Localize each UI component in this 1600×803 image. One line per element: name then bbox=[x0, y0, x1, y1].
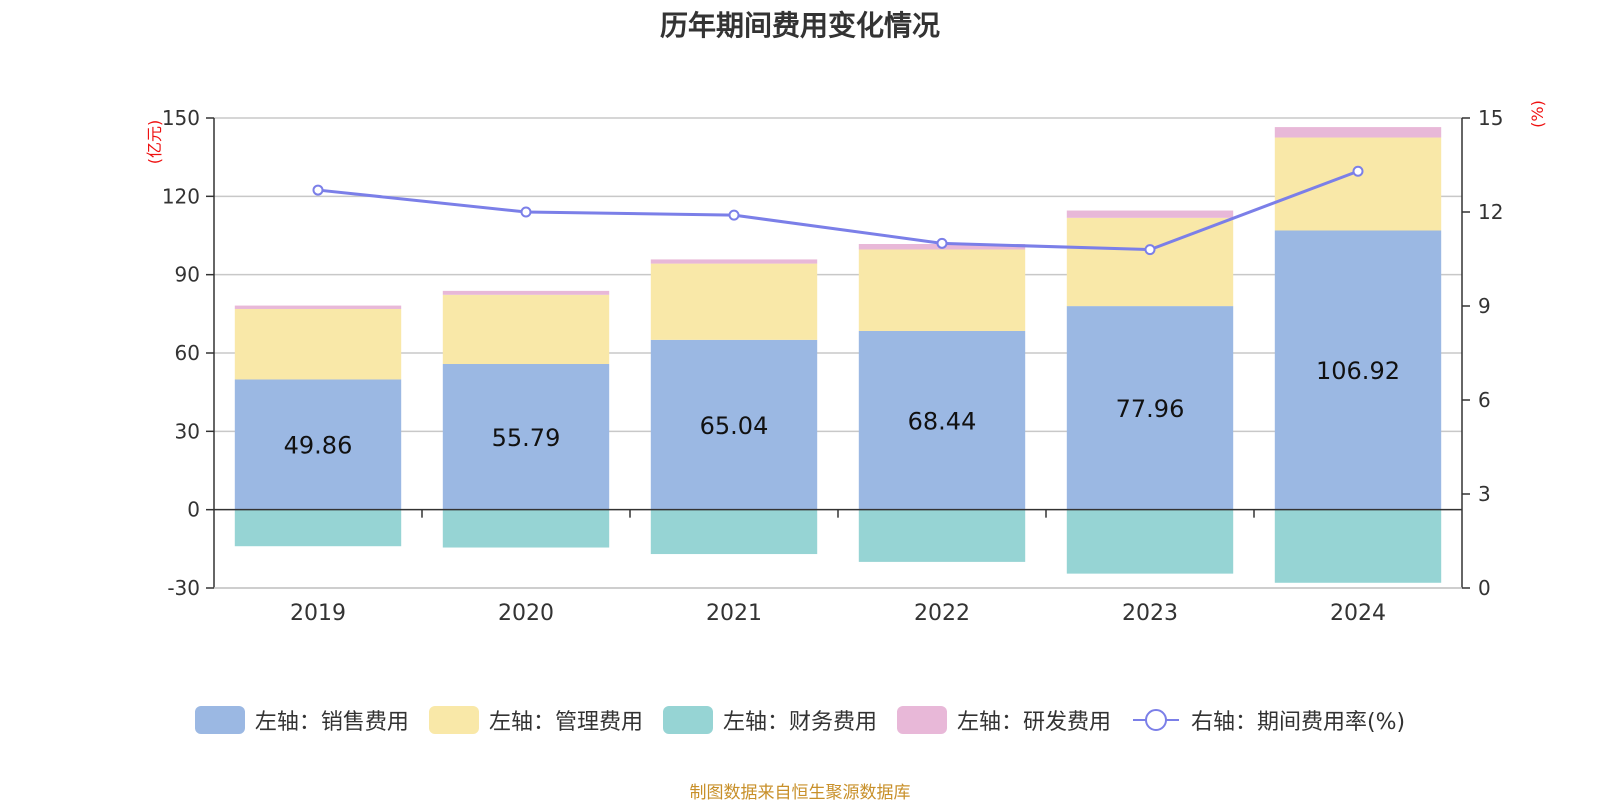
bar-finance bbox=[650, 509, 818, 555]
legend-item-rate[interactable]: 右轴：期间费用率(%) bbox=[1131, 704, 1405, 736]
bar-value-label: 68.44 bbox=[908, 407, 977, 435]
left-axis-tick-label: 60 bbox=[175, 341, 200, 365]
bar-value-label: 49.86 bbox=[284, 432, 353, 460]
left-axis-tick-label: 90 bbox=[175, 263, 200, 287]
rate-point bbox=[728, 209, 740, 221]
bar-rnd bbox=[234, 305, 402, 309]
bar-sales bbox=[1274, 230, 1442, 510]
bar-value-label: 106.92 bbox=[1316, 357, 1400, 385]
bar-rnd bbox=[1066, 210, 1234, 218]
bar-sales bbox=[1066, 306, 1234, 510]
left-axis-tick-label: 30 bbox=[175, 419, 200, 443]
bar-rnd bbox=[650, 259, 818, 264]
legend-item-finance[interactable]: 左轴：财务费用 bbox=[662, 704, 877, 736]
bar-rnd bbox=[442, 290, 610, 295]
legend-label-admin: 左轴：管理费用 bbox=[488, 710, 643, 735]
bar-finance bbox=[1274, 509, 1442, 583]
bar-value-label: 77.96 bbox=[1116, 395, 1185, 423]
legend-swatch-rnd bbox=[896, 706, 947, 734]
rate-point bbox=[520, 206, 532, 218]
bar-admin bbox=[442, 294, 610, 364]
legend-line-marker-icon bbox=[1132, 709, 1179, 731]
bar-sales bbox=[858, 330, 1026, 510]
rate-point bbox=[1352, 165, 1364, 177]
bar-value-label: 55.79 bbox=[492, 424, 561, 452]
x-axis-tick-label: 2019 bbox=[290, 601, 346, 626]
bar-admin bbox=[650, 263, 818, 340]
x-axis-tick-label: 2024 bbox=[1330, 601, 1386, 626]
legend-item-rnd[interactable]: 左轴：研发费用 bbox=[896, 704, 1111, 736]
rate-line bbox=[317, 169, 1359, 252]
right-axis-tick-label: 12 bbox=[1478, 200, 1503, 224]
right-axis-tick-label: 9 bbox=[1478, 294, 1491, 318]
left-axis-tick-label: 150 bbox=[162, 106, 200, 130]
bar-finance bbox=[1066, 509, 1234, 574]
chart-title: 历年期间费用变化情况 bbox=[659, 9, 940, 42]
bar-sales bbox=[650, 339, 818, 510]
bar-admin bbox=[1274, 137, 1442, 231]
bar-sales bbox=[234, 379, 402, 510]
bar-sales bbox=[442, 363, 610, 510]
legend-label-sales: 左轴：销售费用 bbox=[254, 710, 409, 735]
data-source-note: 制图数据来自恒生聚源数据库 bbox=[689, 783, 911, 803]
bar-rnd bbox=[1274, 127, 1442, 138]
bar-finance bbox=[234, 509, 402, 547]
bar-finance bbox=[442, 509, 610, 548]
legend: 左轴：销售费用 左轴：管理费用 左轴：财务费用 左轴：研发费用 右轴：期间费用率… bbox=[0, 704, 1600, 736]
right-axis-unit: (%) bbox=[1528, 100, 1547, 128]
right-axis-tick-label: 0 bbox=[1478, 576, 1491, 600]
right-axis-tick-label: 3 bbox=[1478, 482, 1491, 506]
legend-swatch-finance bbox=[662, 706, 713, 734]
left-axis-tick-label: 0 bbox=[187, 498, 200, 522]
right-axis-tick-label: 15 bbox=[1478, 106, 1503, 130]
rate-point bbox=[1144, 244, 1156, 256]
bar-value-label: 65.04 bbox=[700, 412, 769, 440]
legend-swatch-sales bbox=[194, 706, 245, 734]
legend-label-rate: 右轴：期间费用率(%) bbox=[1190, 710, 1406, 735]
legend-label-finance: 左轴：财务费用 bbox=[722, 710, 877, 735]
legend-swatch-admin bbox=[428, 706, 479, 734]
bar-admin bbox=[1066, 217, 1234, 307]
legend-item-admin[interactable]: 左轴：管理费用 bbox=[428, 704, 643, 736]
left-axis-unit: (亿元) bbox=[145, 120, 164, 165]
x-axis-tick-label: 2022 bbox=[914, 601, 970, 626]
x-axis-tick-label: 2021 bbox=[706, 601, 762, 626]
bar-admin bbox=[858, 249, 1026, 331]
rate-point bbox=[312, 184, 324, 196]
left-axis-tick-label: 120 bbox=[162, 184, 200, 208]
right-axis-tick-label: 6 bbox=[1478, 388, 1491, 412]
x-axis-tick-label: 2023 bbox=[1122, 601, 1178, 626]
chart-canvas: -30 0 30 60 90 120 150 0 3 6 9 12 15 (亿元) (%) 49.86 2019… bbox=[145, 100, 1547, 626]
rate-point bbox=[936, 237, 948, 249]
legend-label-rnd: 左轴：研发费用 bbox=[956, 710, 1111, 735]
bar-admin bbox=[234, 308, 402, 380]
bar-finance bbox=[858, 509, 1026, 562]
x-axis-tick-label: 2020 bbox=[498, 601, 554, 626]
legend-item-sales[interactable]: 左轴：销售费用 bbox=[194, 704, 409, 736]
left-axis-tick-label: -30 bbox=[167, 576, 200, 600]
